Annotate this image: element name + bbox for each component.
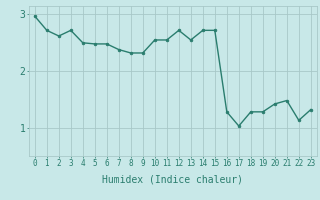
X-axis label: Humidex (Indice chaleur): Humidex (Indice chaleur) [102, 174, 243, 184]
